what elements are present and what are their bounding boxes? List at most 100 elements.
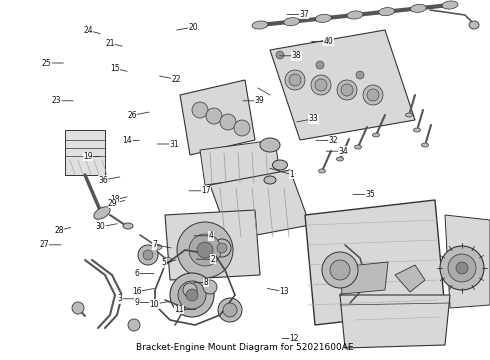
Circle shape <box>289 74 301 86</box>
Circle shape <box>341 84 353 96</box>
Ellipse shape <box>379 8 394 16</box>
Text: 15: 15 <box>110 64 120 73</box>
Circle shape <box>128 319 140 331</box>
Polygon shape <box>180 80 255 155</box>
Text: 37: 37 <box>299 10 309 19</box>
Circle shape <box>186 289 198 301</box>
Text: 29: 29 <box>108 199 118 208</box>
Ellipse shape <box>264 176 276 184</box>
Circle shape <box>143 250 153 260</box>
Text: 7: 7 <box>152 240 157 249</box>
Text: 10: 10 <box>149 300 159 309</box>
Ellipse shape <box>272 160 288 170</box>
Polygon shape <box>340 295 450 348</box>
Text: 36: 36 <box>98 176 108 185</box>
Polygon shape <box>445 215 490 308</box>
Text: 28: 28 <box>54 226 64 235</box>
Text: 40: 40 <box>323 37 333 46</box>
Ellipse shape <box>164 257 172 262</box>
Text: 32: 32 <box>328 136 338 145</box>
Circle shape <box>170 273 214 317</box>
Text: 5: 5 <box>162 258 167 267</box>
Text: 24: 24 <box>83 26 93 35</box>
Text: 39: 39 <box>255 96 265 105</box>
Text: 23: 23 <box>51 96 61 105</box>
Circle shape <box>183 283 197 297</box>
Text: 13: 13 <box>279 287 289 296</box>
Ellipse shape <box>260 138 280 152</box>
Text: 16: 16 <box>132 287 142 296</box>
Text: 22: 22 <box>172 75 181 84</box>
Ellipse shape <box>406 113 413 117</box>
Circle shape <box>192 102 208 118</box>
Circle shape <box>322 252 358 288</box>
Circle shape <box>213 239 231 257</box>
Text: 14: 14 <box>122 136 132 145</box>
Text: 17: 17 <box>201 186 211 195</box>
Ellipse shape <box>421 143 428 147</box>
Circle shape <box>448 254 476 282</box>
Ellipse shape <box>442 1 458 9</box>
Text: 9: 9 <box>135 298 140 307</box>
Ellipse shape <box>94 207 110 219</box>
Circle shape <box>276 51 284 59</box>
Text: 4: 4 <box>208 231 213 240</box>
Text: 11: 11 <box>174 305 184 314</box>
Text: 31: 31 <box>169 140 179 149</box>
Ellipse shape <box>347 11 363 19</box>
Ellipse shape <box>318 169 325 173</box>
Circle shape <box>189 234 221 266</box>
Ellipse shape <box>316 14 331 22</box>
Polygon shape <box>165 210 260 280</box>
Circle shape <box>218 298 242 322</box>
Ellipse shape <box>337 157 343 161</box>
Text: 35: 35 <box>365 190 375 199</box>
Text: 6: 6 <box>135 269 140 278</box>
Text: 8: 8 <box>203 278 208 287</box>
Circle shape <box>363 85 383 105</box>
Text: 1: 1 <box>289 170 294 179</box>
Text: 38: 38 <box>292 51 301 60</box>
Polygon shape <box>340 262 388 294</box>
Circle shape <box>311 75 331 95</box>
Circle shape <box>285 70 305 90</box>
Circle shape <box>337 80 357 100</box>
Text: 18: 18 <box>110 195 120 204</box>
Circle shape <box>367 89 379 101</box>
Polygon shape <box>395 265 425 292</box>
Text: 30: 30 <box>96 222 105 231</box>
Polygon shape <box>305 200 445 325</box>
Ellipse shape <box>469 21 479 29</box>
Text: Bracket-Engine Mount Diagram for 52021600AE: Bracket-Engine Mount Diagram for 5202160… <box>136 343 354 352</box>
Text: 21: 21 <box>105 39 115 48</box>
Circle shape <box>220 114 236 130</box>
Polygon shape <box>200 140 280 185</box>
Ellipse shape <box>372 133 379 137</box>
Ellipse shape <box>154 244 162 249</box>
Polygon shape <box>270 30 415 140</box>
Circle shape <box>316 61 324 69</box>
Ellipse shape <box>414 128 420 132</box>
Circle shape <box>223 303 237 317</box>
Text: 26: 26 <box>127 111 137 120</box>
Circle shape <box>178 281 206 309</box>
Text: 27: 27 <box>39 240 49 249</box>
Circle shape <box>177 222 233 278</box>
Text: 2: 2 <box>211 255 216 264</box>
Circle shape <box>138 245 158 265</box>
Circle shape <box>72 302 84 314</box>
Circle shape <box>440 246 484 290</box>
Polygon shape <box>210 170 310 240</box>
Circle shape <box>234 120 250 136</box>
Ellipse shape <box>410 4 426 12</box>
Ellipse shape <box>123 223 133 229</box>
Text: 33: 33 <box>309 114 318 123</box>
Text: 12: 12 <box>289 334 299 343</box>
Circle shape <box>456 262 468 274</box>
Circle shape <box>330 260 350 280</box>
Circle shape <box>217 243 227 253</box>
Polygon shape <box>65 130 105 175</box>
Text: 20: 20 <box>189 23 198 32</box>
Ellipse shape <box>284 18 299 26</box>
Text: 25: 25 <box>42 59 51 68</box>
